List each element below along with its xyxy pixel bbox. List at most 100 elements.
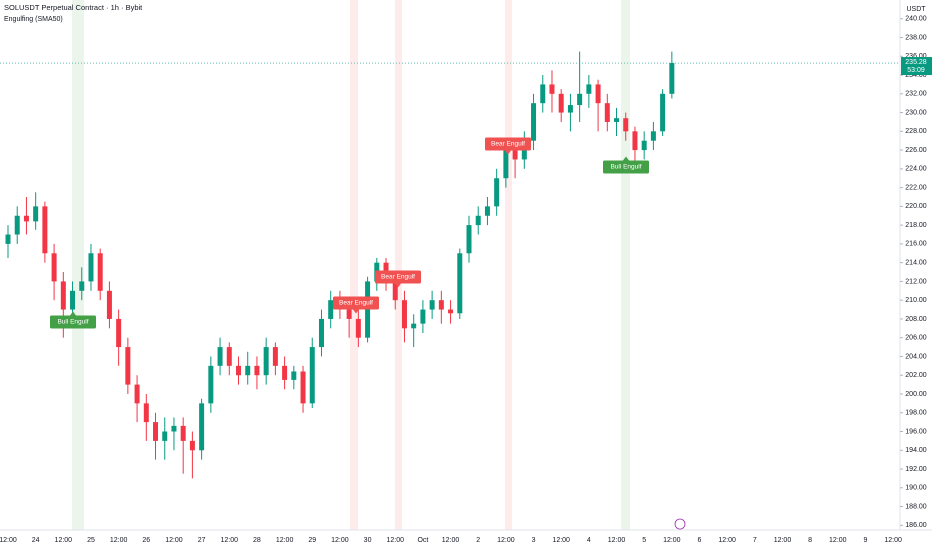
x-tick-label: 12:00 xyxy=(884,537,902,544)
candle-body xyxy=(650,131,656,141)
candle-body xyxy=(365,281,371,338)
annotation-box xyxy=(375,270,421,284)
y-tick-label: 186.00 xyxy=(905,522,927,529)
annotation-pointer xyxy=(623,156,629,161)
y-tick-label: 234.00 xyxy=(905,72,927,79)
x-tick-label: 12:00 xyxy=(718,537,736,544)
candle-body xyxy=(245,365,251,376)
countdown: 53:09 xyxy=(907,67,925,74)
x-tick-label: 12:00 xyxy=(497,537,515,544)
annotation-label: Bull Engulf xyxy=(57,319,88,326)
bull-highlight xyxy=(621,0,630,530)
x-tick-label: 12:00 xyxy=(331,537,349,544)
x-tick-label: 12:00 xyxy=(165,537,183,544)
y-tick-label: 188.00 xyxy=(905,503,927,510)
candle-body xyxy=(79,281,85,291)
event-icon[interactable] xyxy=(674,518,686,530)
candle-body xyxy=(14,215,20,235)
annotation-label: Bear Engulf xyxy=(381,274,415,281)
y-tick-label: 200.00 xyxy=(905,391,927,398)
x-tick-label: 2 xyxy=(476,537,480,544)
candle-body xyxy=(438,300,444,310)
x-tick-label: 12:00 xyxy=(386,537,404,544)
x-tick-label: 24 xyxy=(32,537,40,544)
y-tick-label: 198.00 xyxy=(905,410,927,417)
candle-body xyxy=(457,253,463,314)
y-tick-label: 226.00 xyxy=(905,147,927,154)
candle-body xyxy=(392,281,398,301)
y-tick-label: 224.00 xyxy=(905,166,927,173)
candle-body xyxy=(577,93,583,106)
y-tick-label: 196.00 xyxy=(905,428,927,435)
annotation-label: Bear Engulf xyxy=(339,300,373,307)
x-tick-label: 29 xyxy=(308,537,316,544)
y-tick-label: 232.00 xyxy=(905,91,927,98)
candle-body xyxy=(540,84,546,104)
x-tick-label: 27 xyxy=(198,537,206,544)
candle-body xyxy=(475,215,481,226)
x-tick-label: Oct xyxy=(417,537,428,544)
x-tick-label: 12:00 xyxy=(221,537,239,544)
y-tick-label: 192.00 xyxy=(905,466,927,473)
candle-body xyxy=(512,150,518,160)
x-tick-label: 28 xyxy=(253,537,261,544)
candle-body xyxy=(448,309,454,314)
candle-body xyxy=(586,84,592,94)
candle-body xyxy=(5,234,11,244)
x-tick-label: 12:00 xyxy=(774,537,792,544)
candle-body xyxy=(116,318,122,348)
indicator-name: Engulfing (SMA50) xyxy=(4,16,63,23)
candle-body xyxy=(328,300,334,319)
candle-body xyxy=(226,347,232,366)
candle-body xyxy=(429,300,435,310)
candle-body xyxy=(282,365,288,380)
candle-body xyxy=(355,318,361,338)
y-tick-label: 238.00 xyxy=(905,34,927,41)
y-tick-label: 222.00 xyxy=(905,184,927,191)
candle-body xyxy=(23,215,29,222)
candle-body xyxy=(346,309,352,319)
candle-body xyxy=(420,309,426,324)
currency: USDT xyxy=(906,6,926,13)
annotation-box xyxy=(603,160,649,174)
candle-body xyxy=(217,347,223,366)
candle-body xyxy=(236,365,241,376)
y-tick-label: 240.00 xyxy=(905,16,927,23)
y-tick-label: 236.00 xyxy=(905,53,927,60)
x-tick-label: 6 xyxy=(698,537,702,544)
annotation-box xyxy=(50,315,96,329)
candle-body xyxy=(623,118,629,132)
annotation-pointer xyxy=(353,309,359,314)
y-tick-label: 190.00 xyxy=(905,485,927,492)
candle-body xyxy=(558,93,564,113)
x-tick-label: 12:00 xyxy=(0,537,17,544)
candle-body xyxy=(106,290,112,319)
candle-body xyxy=(180,425,186,441)
last-price-label: 235.28 xyxy=(905,59,927,66)
annotation-label: Bear Engulf xyxy=(491,141,525,148)
annotation-box xyxy=(333,296,379,310)
x-tick-label: 9 xyxy=(864,537,868,544)
y-tick-label: 208.00 xyxy=(905,316,927,323)
annotation-label: Bull Engulf xyxy=(610,164,641,171)
chart-title: SOLUSDT Perpetual Contract · 1h · Bybit xyxy=(4,3,143,12)
candle-body xyxy=(632,131,638,151)
candle-body xyxy=(484,206,490,216)
candle-body xyxy=(60,281,66,310)
candle-body xyxy=(309,347,315,404)
candle-body xyxy=(125,347,131,385)
candle-body xyxy=(153,422,159,441)
y-tick-label: 214.00 xyxy=(905,259,927,266)
candle-body xyxy=(411,323,417,329)
candle-body xyxy=(70,290,76,310)
y-tick-label: 202.00 xyxy=(905,372,927,379)
candle-body xyxy=(171,425,177,432)
candle-body xyxy=(134,384,140,404)
y-tick-label: 212.00 xyxy=(905,278,927,285)
y-tick-label: 204.00 xyxy=(905,353,927,360)
candle-body xyxy=(595,84,601,104)
x-tick-label: 12:00 xyxy=(552,537,570,544)
candle-body xyxy=(291,371,297,380)
